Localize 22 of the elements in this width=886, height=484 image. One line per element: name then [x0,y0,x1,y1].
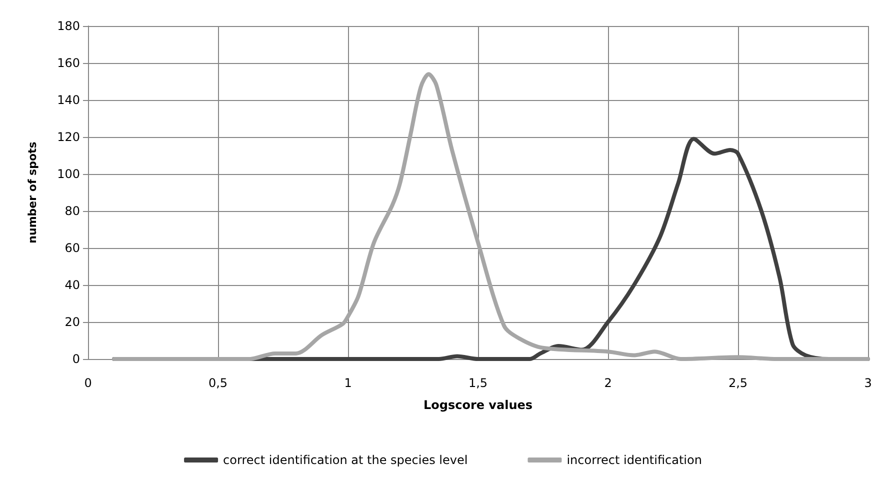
x-tick-label: 0 [84,376,92,390]
y-tick-label: 140 [57,93,80,107]
y-tick-label: 180 [57,19,80,33]
y-tick-label: 80 [64,204,80,218]
y-tick-label: 20 [64,315,80,329]
x-tick-label: 0,5 [208,376,228,390]
line-series [112,72,870,361]
y-axis-title: number of spots [26,141,39,244]
x-tick-label: 1 [344,376,352,390]
y-tick-label: 160 [57,56,80,70]
y-tick-label: 120 [57,130,80,144]
y-tick-label: 0 [72,352,80,366]
legend-label: incorrect identification [566,453,702,467]
x-axis-title: Logscore values [423,398,533,412]
x-tick-label: 3 [864,376,872,390]
x-tick-label: 1,5 [468,376,488,390]
x-tick-label: 2 [604,376,612,390]
y-tick-label: 60 [64,241,80,255]
y-tick-label: 100 [57,167,80,181]
y-tick-label: 40 [64,278,80,292]
x-tick-label: 2,5 [728,376,748,390]
legend-label: correct identification at the species level [223,453,468,467]
